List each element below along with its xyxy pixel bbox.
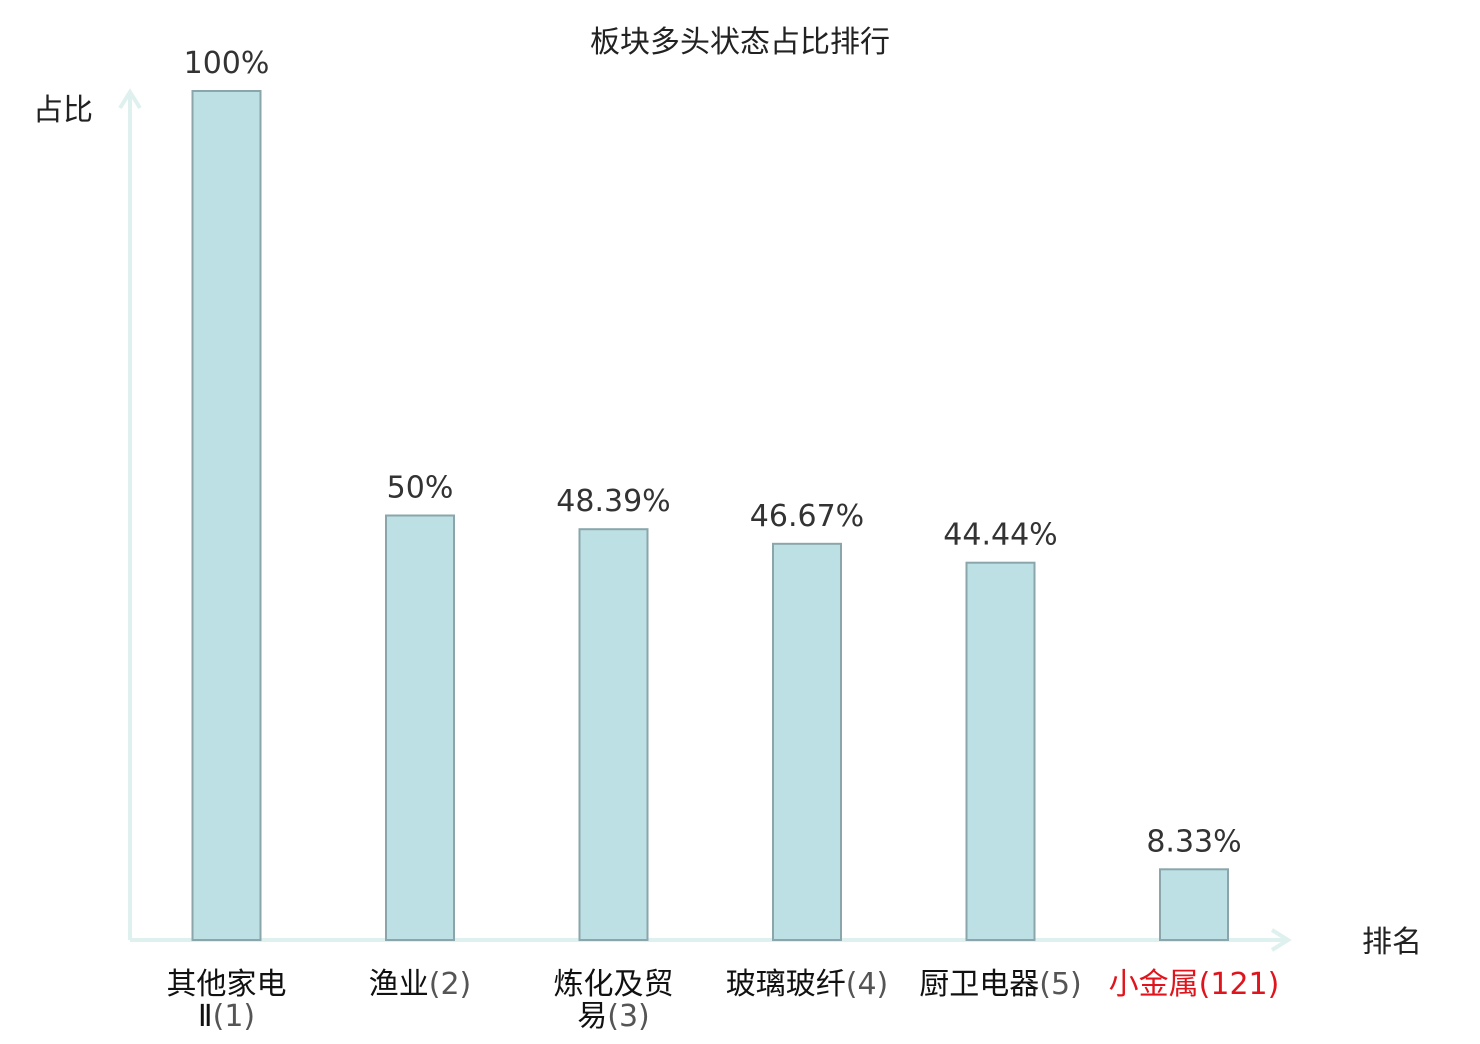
category-labels-group: 其他家电 Ⅱ(1) 渔业(2) 炼化及贸易(3) 玻璃玻纤(4) 厨卫电器(5) 小金属(1… bbox=[167, 967, 1280, 1034]
bar-value-label: 44.44% bbox=[943, 518, 1057, 553]
bar-value-label: 48.39% bbox=[556, 484, 670, 519]
category-label: 其他家电 Ⅱ(1) bbox=[167, 967, 287, 1034]
bar-value-label: 8.33% bbox=[1146, 824, 1241, 859]
x-axis-arrow bbox=[1270, 928, 1292, 952]
bar bbox=[1159, 868, 1229, 941]
bar bbox=[772, 542, 842, 941]
category-label: 厨卫电器(5) bbox=[919, 967, 1082, 1002]
y-axis-label: 占比 bbox=[33, 93, 93, 128]
axes bbox=[118, 88, 1292, 952]
bar-value-label: 50% bbox=[387, 471, 454, 506]
bar bbox=[578, 528, 649, 941]
bars-group bbox=[191, 90, 1229, 941]
category-label: 玻璃玻纤(4) bbox=[726, 967, 889, 1002]
category-label: 炼化及贸易(3) bbox=[554, 967, 674, 1034]
y-axis-arrow bbox=[118, 88, 142, 110]
bar bbox=[965, 561, 1036, 941]
x-axis-label: 排名 bbox=[1362, 925, 1422, 960]
bar bbox=[191, 90, 262, 941]
value-labels-group: 100% 50% 48.39% 46.67% 44.44% 8.33% bbox=[184, 46, 1242, 859]
category-label: 渔业(2) bbox=[369, 967, 472, 1002]
bar-value-label: 46.67% bbox=[750, 499, 864, 534]
bar-value-label: 100% bbox=[184, 46, 270, 81]
category-label: 小金属(121) bbox=[1109, 967, 1280, 1002]
bar bbox=[385, 514, 455, 941]
chart-title: 板块多头状态占比排行 bbox=[590, 25, 890, 60]
